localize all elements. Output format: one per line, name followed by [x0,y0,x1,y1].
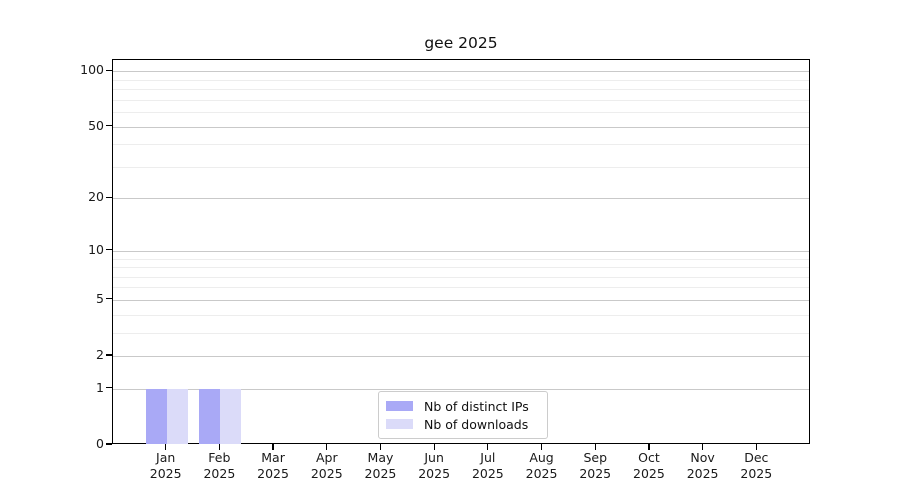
minor-gridline [113,166,809,168]
x-tick-mark [326,444,328,450]
x-tick-mark [702,444,704,450]
y-tick-label: 10 [88,241,104,257]
y-tick-label: 1 [96,379,104,395]
legend-swatch-downloads [386,419,413,429]
y-tick-mark [106,196,112,198]
y-tick-label: 50 [88,117,104,133]
major-gridline [113,126,809,128]
bar-downloads [220,388,242,444]
x-tick-mark [379,444,382,450]
minor-gridline [113,276,809,278]
x-tick-mark [433,444,435,450]
x-tick-label: Jun 2025 [418,450,451,481]
minor-gridline [113,89,809,91]
x-tick-mark [648,444,650,450]
major-gridline [113,250,809,252]
minor-gridline [113,112,809,114]
y-tick-mark [106,69,112,71]
x-tick-label: Aug 2025 [525,450,558,481]
y-tick-label: 2 [96,347,104,363]
minor-gridline [113,332,809,334]
legend-swatch-distinct-ips [386,401,413,411]
y-tick-mark [106,387,112,389]
legend-label: Nb of distinct IPs [424,398,529,414]
x-tick-label: Oct 2025 [633,450,665,481]
legend: Nb of distinct IPs Nb of downloads [378,391,548,439]
minor-gridline [113,267,809,269]
x-tick-mark [594,444,596,450]
y-tick-label: 0 [96,436,104,451]
major-gridline [113,388,809,390]
y-tick-mark [106,354,112,356]
major-gridline [113,71,809,73]
minor-gridline [113,287,809,289]
bar-distinct-ips [199,388,221,444]
x-tick-label: Sep 2025 [579,450,612,481]
legend-row: Nb of distinct IPs [386,397,539,415]
x-tick-label: Feb 2025 [203,450,236,481]
major-gridline [113,299,809,301]
x-tick-mark [218,444,220,450]
x-tick-label: Jan 2025 [149,450,182,481]
x-tick-label: Dec 2025 [740,450,773,481]
x-tick-label: Apr 2025 [310,450,343,481]
y-tick-label: 5 [96,290,104,306]
x-tick-mark [540,444,543,450]
x-tick-mark [487,444,489,450]
major-gridline [113,356,809,358]
x-tick-label: May 2025 [364,450,397,481]
plot-area [112,59,810,444]
bar-downloads [166,388,188,444]
x-tick-label: Nov 2025 [686,450,719,481]
minor-gridline [113,99,809,101]
y-tick-label: 20 [88,189,104,205]
x-tick-label: Mar 2025 [257,450,289,481]
x-tick-label: Jul 2025 [471,450,504,481]
legend-row: Nb of downloads [386,415,539,433]
minor-gridline [113,79,809,81]
legend-label: Nb of downloads [424,416,529,432]
y-tick-mark [106,249,112,251]
x-tick-mark [272,444,274,450]
y-tick-label: 100 [80,62,104,78]
y-tick-mark [106,298,112,300]
chart-title: gee 2025 [424,34,498,52]
bar-distinct-ips [145,388,167,444]
minor-gridline [113,144,809,146]
y-tick-mark [106,443,112,445]
minor-gridline [113,314,809,316]
major-gridline [113,198,809,200]
minor-gridline [113,258,809,260]
x-tick-mark [165,444,167,450]
y-tick-mark [106,124,112,127]
x-tick-mark [755,444,757,450]
